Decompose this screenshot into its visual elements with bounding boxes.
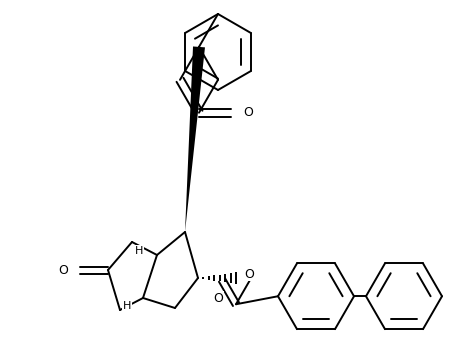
Text: O: O <box>58 264 68 277</box>
Polygon shape <box>185 47 205 232</box>
Text: H: H <box>123 301 131 311</box>
Text: O: O <box>244 268 254 281</box>
Text: O: O <box>213 292 223 305</box>
Text: H: H <box>135 246 143 256</box>
Text: O: O <box>243 106 253 119</box>
